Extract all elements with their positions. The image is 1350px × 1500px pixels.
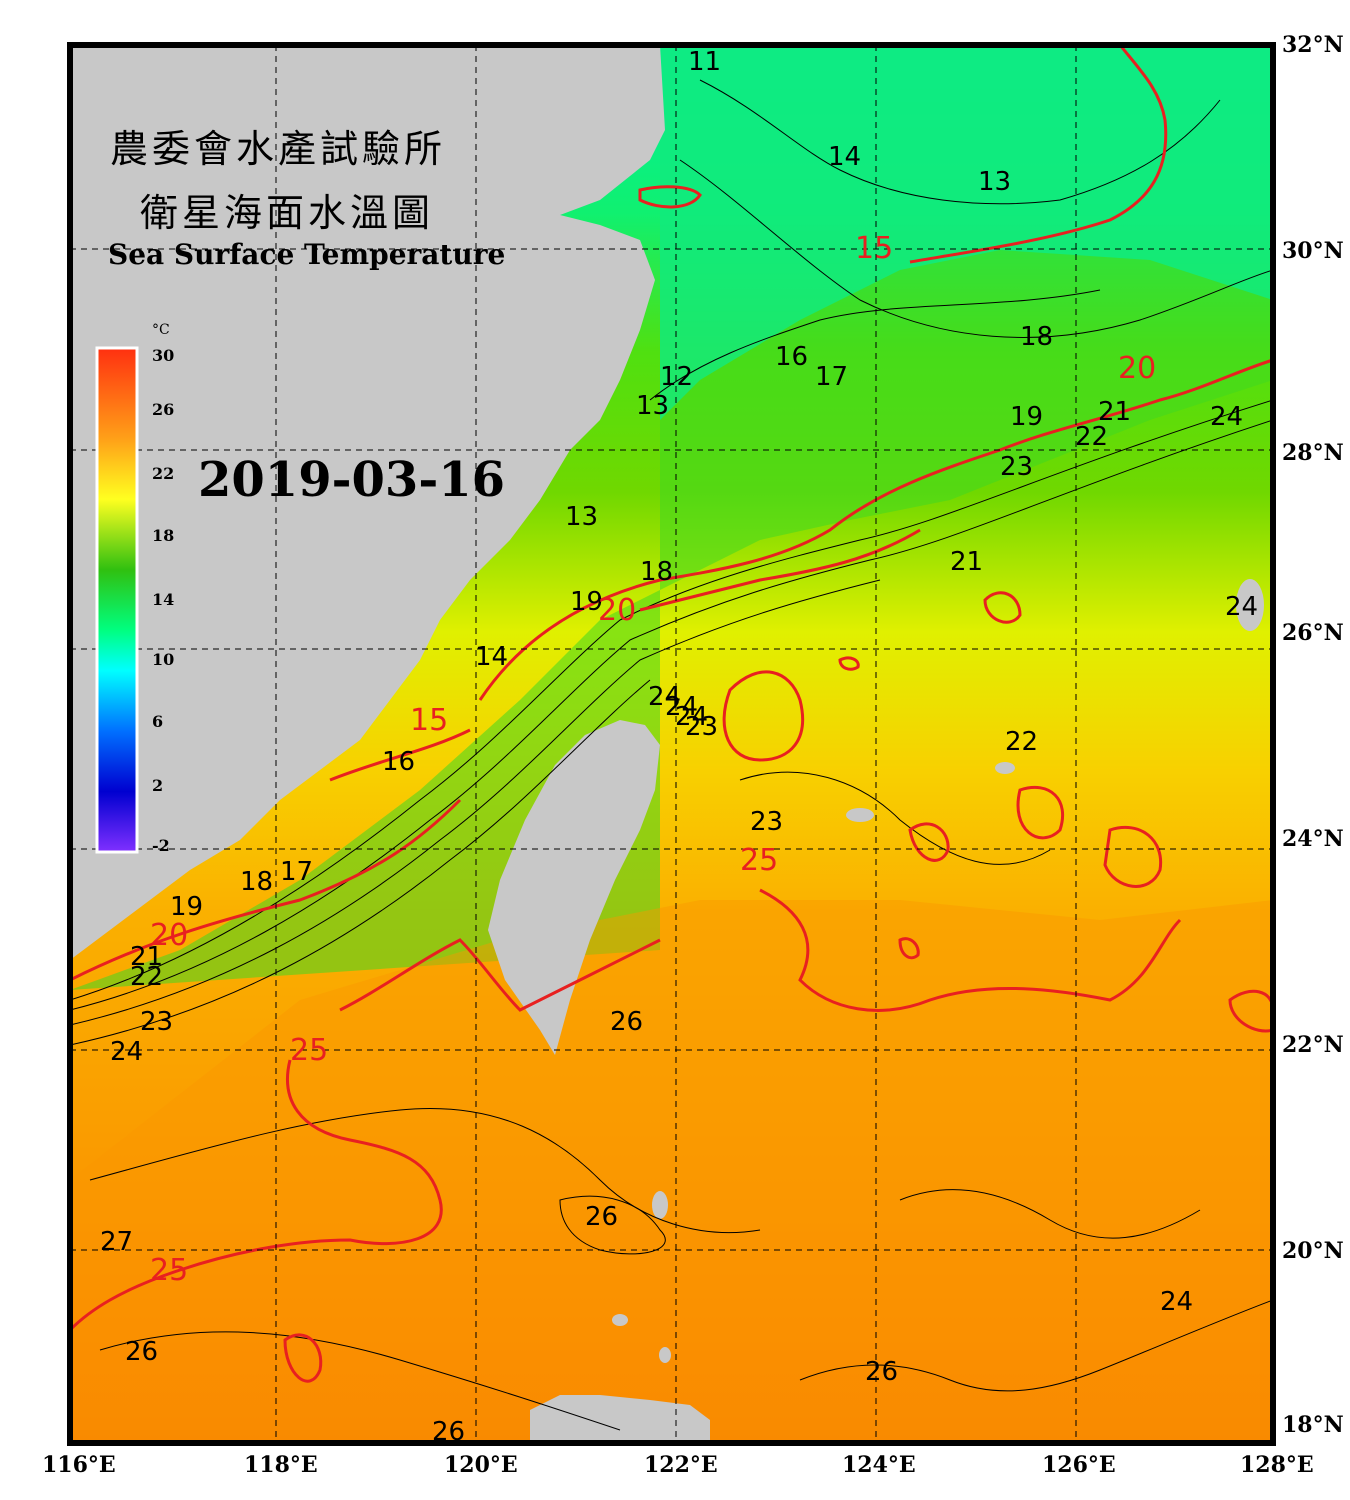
isotherm-label-major: 20 bbox=[598, 593, 636, 628]
isotherm-label: 26 bbox=[125, 1337, 158, 1367]
southern-warm-water bbox=[70, 900, 1273, 1443]
isotherm-label: 24 bbox=[1160, 1287, 1193, 1317]
colorbar-tick: 10 bbox=[152, 650, 175, 669]
mainland-china-land bbox=[70, 45, 665, 960]
longitude-tick: 118°E bbox=[244, 1452, 318, 1478]
colorbar-tick: 30 bbox=[152, 346, 175, 365]
isotherm-label: 19 bbox=[170, 892, 203, 922]
isotherm-label: 21 bbox=[950, 547, 983, 577]
colorbar-tick: 18 bbox=[152, 526, 175, 545]
title-chinese-line1: 農委會水產試驗所 bbox=[110, 127, 447, 171]
isotherm-label: 23 bbox=[140, 1007, 173, 1037]
longitude-tick: 116°E bbox=[42, 1452, 116, 1478]
isotherm-label: 17 bbox=[815, 362, 848, 392]
isotherm-label: 19 bbox=[1010, 402, 1043, 432]
isotherm-label: 11 bbox=[688, 47, 721, 77]
isotherm-label: 26 bbox=[585, 1202, 618, 1232]
colorbar-tick: 26 bbox=[152, 400, 175, 419]
isotherm-label: 24 bbox=[675, 702, 708, 732]
isotherm-label: 22 bbox=[130, 962, 163, 992]
isotherm-label: 26 bbox=[432, 1417, 465, 1447]
isotherm-label: 14 bbox=[828, 142, 861, 172]
coastal-cold-water bbox=[70, 45, 1273, 990]
isotherm-label: 14 bbox=[475, 642, 508, 672]
isotherm-label-major: 15 bbox=[855, 231, 893, 266]
longitude-tick: 126°E bbox=[1042, 1452, 1116, 1478]
isotherm-label-major: 25 bbox=[150, 1253, 188, 1288]
map-date: 2019-03-16 bbox=[198, 452, 506, 508]
isotherm-label: 16 bbox=[775, 342, 808, 372]
isotherm-label: 18 bbox=[1020, 322, 1053, 352]
map-frame bbox=[67, 42, 1276, 1446]
isotherm-label: 23 bbox=[685, 712, 718, 742]
title-english: Sea Surface Temperature bbox=[108, 238, 506, 271]
isotherm-label-major: 25 bbox=[740, 843, 778, 878]
luzon-land bbox=[530, 1395, 710, 1443]
northern-cold-water bbox=[660, 45, 1273, 420]
isotherm-label: 24 bbox=[665, 692, 698, 722]
longitude-tick: 120°E bbox=[444, 1452, 518, 1478]
latitude-tick: 22°N bbox=[1282, 1032, 1344, 1058]
latitude-tick: 28°N bbox=[1282, 440, 1344, 466]
isotherm-label: 12 bbox=[660, 362, 693, 392]
latitude-tick: 20°N bbox=[1282, 1238, 1344, 1264]
isotherm-label: 22 bbox=[1075, 422, 1108, 452]
isotherm-label-major: 15 bbox=[410, 703, 448, 738]
isotherm-label: 13 bbox=[978, 167, 1011, 197]
colorbar-tick: 14 bbox=[152, 590, 175, 609]
title-chinese-line2: 衛星海面水溫圖 bbox=[140, 191, 435, 235]
latitude-tick: 32°N bbox=[1282, 32, 1344, 58]
colorbar-tick: 6 bbox=[152, 712, 164, 731]
isotherm-label-major: 20 bbox=[1118, 351, 1156, 386]
colorbar bbox=[95, 346, 139, 854]
isotherm-label: 24 bbox=[648, 682, 681, 712]
isotherm-label: 18 bbox=[240, 867, 273, 897]
isotherm-label: 17 bbox=[280, 857, 313, 887]
isotherm-label: 13 bbox=[565, 502, 598, 532]
isotherm-label: 24 bbox=[1225, 592, 1258, 622]
latitude-tick: 26°N bbox=[1282, 620, 1344, 646]
longitude-tick: 124°E bbox=[842, 1452, 916, 1478]
isotherm-label: 18 bbox=[640, 557, 673, 587]
latitude-tick: 18°N bbox=[1282, 1412, 1344, 1438]
isotherm-label: 24 bbox=[110, 1037, 143, 1067]
latitude-tick: 30°N bbox=[1282, 238, 1344, 264]
isotherm-label: 23 bbox=[750, 807, 783, 837]
longitude-tick: 128°E bbox=[1240, 1452, 1314, 1478]
isotherm-label: 26 bbox=[865, 1357, 898, 1387]
isotherm-label: 21 bbox=[1098, 397, 1131, 427]
isotherm-label-major: 20 bbox=[150, 918, 188, 953]
isotherm-label: 24 bbox=[1210, 402, 1243, 432]
isotherm-label: 13 bbox=[636, 391, 669, 421]
isotherm-label-major: 25 bbox=[290, 1033, 328, 1068]
colorbar-tick: 2 bbox=[152, 776, 164, 795]
isotherm-label: 21 bbox=[130, 942, 163, 972]
colorbar-tick: 22 bbox=[152, 464, 175, 483]
colorbar-tick: -2 bbox=[152, 836, 170, 855]
isotherm-label: 27 bbox=[100, 1227, 133, 1257]
colorbar-unit: °C bbox=[152, 322, 170, 338]
isotherm-label: 26 bbox=[610, 1007, 643, 1037]
isotherm-label: 23 bbox=[1000, 452, 1033, 482]
isotherm-label: 16 bbox=[382, 747, 415, 777]
isotherm-label: 19 bbox=[570, 587, 603, 617]
longitude-tick: 122°E bbox=[644, 1452, 718, 1478]
latitude-tick: 24°N bbox=[1282, 826, 1344, 852]
taiwan-land bbox=[488, 720, 660, 1055]
isotherm-label: 22 bbox=[1005, 727, 1038, 757]
